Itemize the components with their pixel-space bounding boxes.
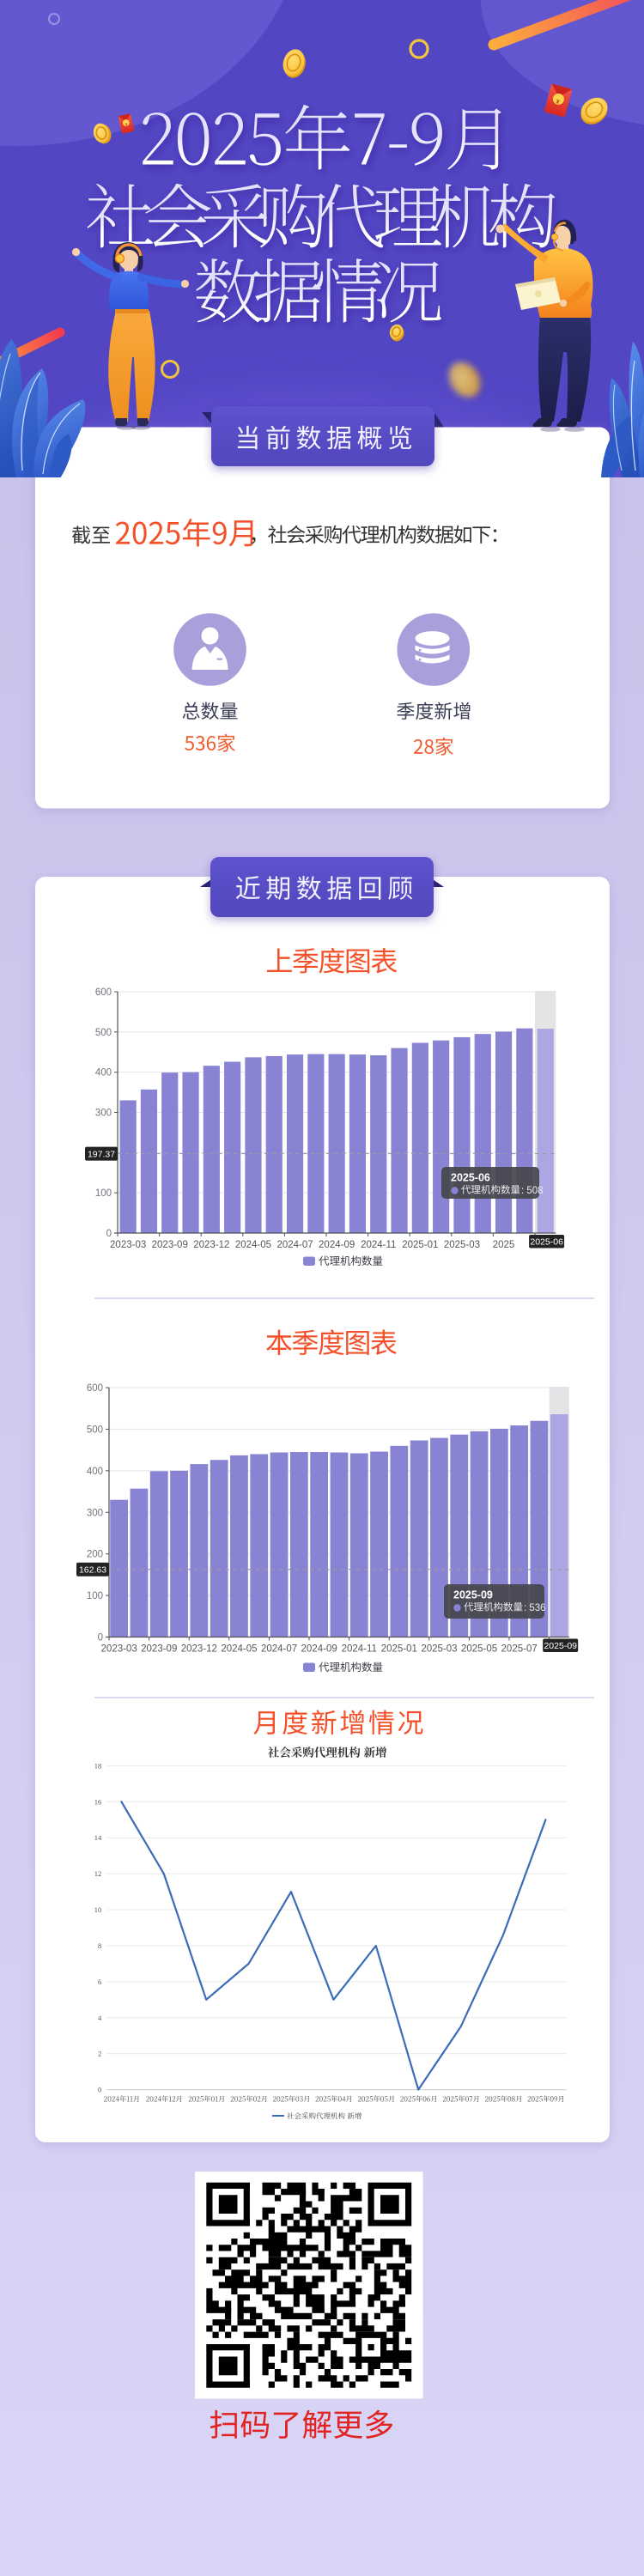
svg-text:2025-07: 2025-07 xyxy=(501,1644,538,1655)
svg-text:2023-09: 2023-09 xyxy=(152,1240,188,1250)
svg-text:2023-12: 2023-12 xyxy=(193,1240,229,1250)
svg-text:2024-05: 2024-05 xyxy=(221,1644,257,1655)
svg-text:0: 0 xyxy=(98,2086,101,2094)
svg-text:2025-05: 2025-05 xyxy=(461,1644,497,1655)
svg-text:600: 600 xyxy=(87,1383,103,1394)
svg-text:2025-03: 2025-03 xyxy=(444,1240,480,1250)
svg-text:2024-11: 2024-11 xyxy=(361,1240,396,1250)
svg-text:18: 18 xyxy=(94,1761,102,1770)
svg-text:2023-09: 2023-09 xyxy=(141,1644,177,1655)
svg-text:400: 400 xyxy=(95,1068,112,1078)
svg-text:2024-11: 2024-11 xyxy=(342,1644,377,1655)
svg-text:2025-09: 2025-09 xyxy=(544,1641,577,1651)
svg-text:2025-06: 2025-06 xyxy=(530,1237,563,1248)
svg-text:200: 200 xyxy=(87,1550,103,1560)
svg-text:300: 300 xyxy=(87,1508,103,1518)
svg-text:300: 300 xyxy=(95,1109,112,1119)
svg-text:: 536: : 536 xyxy=(524,1603,546,1613)
svg-text:10: 10 xyxy=(94,1905,102,1914)
svg-text:100: 100 xyxy=(87,1591,103,1601)
svg-text:2025-03: 2025-03 xyxy=(421,1644,457,1655)
svg-text:14: 14 xyxy=(94,1833,102,1842)
svg-text:2024-09: 2024-09 xyxy=(319,1240,355,1250)
svg-text:2024-07: 2024-07 xyxy=(276,1240,313,1250)
svg-text:2024-07: 2024-07 xyxy=(261,1644,297,1655)
svg-text:2025-06: 2025-06 xyxy=(451,1172,490,1184)
svg-text:2025-09: 2025-09 xyxy=(453,1589,493,1601)
svg-text:500: 500 xyxy=(87,1425,103,1435)
svg-text:8: 8 xyxy=(98,1941,101,1950)
svg-text:500: 500 xyxy=(95,1028,112,1038)
svg-text:197.37: 197.37 xyxy=(88,1149,115,1159)
svg-text:2025-01: 2025-01 xyxy=(381,1644,417,1655)
svg-text:: 508: : 508 xyxy=(521,1186,544,1196)
svg-text:2023-03: 2023-03 xyxy=(110,1240,146,1250)
svg-text:2023-12: 2023-12 xyxy=(181,1644,217,1655)
svg-text:2023-03: 2023-03 xyxy=(101,1644,137,1655)
svg-text:2025-01: 2025-01 xyxy=(402,1240,438,1250)
svg-text:¥: ¥ xyxy=(125,122,128,127)
svg-text:¥: ¥ xyxy=(555,98,561,106)
svg-text:100: 100 xyxy=(95,1188,112,1199)
svg-text:16: 16 xyxy=(94,1797,102,1806)
svg-text:2024-09: 2024-09 xyxy=(301,1644,337,1655)
svg-text:0: 0 xyxy=(98,1633,103,1643)
svg-text:2: 2 xyxy=(98,2050,101,2058)
svg-text:2025: 2025 xyxy=(493,1240,515,1250)
svg-text:12: 12 xyxy=(94,1869,102,1878)
svg-text:162.63: 162.63 xyxy=(79,1565,106,1576)
svg-text:400: 400 xyxy=(87,1467,103,1477)
svg-text:600: 600 xyxy=(95,987,112,998)
svg-text:4: 4 xyxy=(98,2014,102,2022)
svg-text:2024-05: 2024-05 xyxy=(235,1240,271,1250)
svg-text:0: 0 xyxy=(106,1229,112,1239)
svg-text:6: 6 xyxy=(98,1978,101,1986)
